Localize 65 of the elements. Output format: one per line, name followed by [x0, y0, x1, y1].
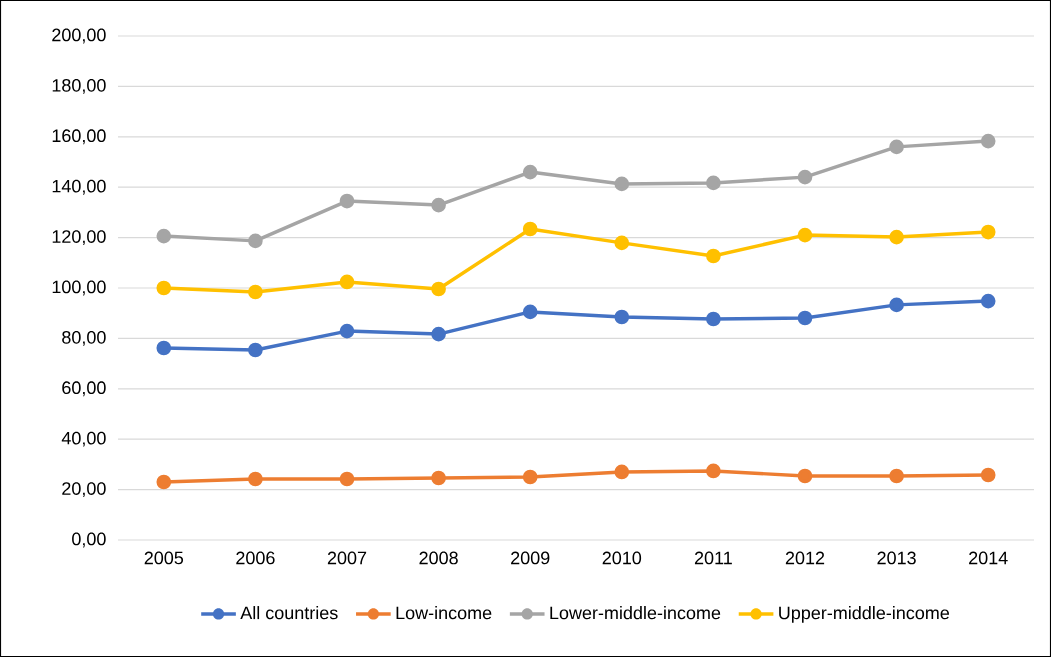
point	[522, 304, 538, 320]
x-tick-label: 2012	[785, 551, 825, 565]
y-tick-label: 0,00	[72, 532, 106, 548]
point	[431, 281, 446, 297]
point	[889, 229, 904, 245]
legend-label: Low-income	[396, 606, 492, 620]
point	[614, 464, 630, 480]
point	[706, 311, 721, 327]
point	[980, 133, 996, 149]
y-tick-label: 140,00	[52, 179, 106, 195]
y-tick-label: 80,00	[62, 330, 106, 346]
point	[156, 340, 172, 356]
point	[248, 342, 263, 358]
point	[431, 326, 446, 342]
y-tick-label: 40,00	[61, 431, 106, 447]
x-tick-label: 2011	[694, 551, 732, 565]
x-tick-label: 2008	[419, 551, 458, 565]
y-tick-label: 20,00	[62, 482, 106, 498]
point	[339, 193, 355, 209]
y-tick-label: 160,00	[52, 129, 106, 145]
point	[522, 221, 538, 237]
point	[248, 233, 263, 249]
point	[339, 323, 355, 339]
point	[614, 235, 630, 251]
point	[797, 227, 813, 243]
point	[522, 469, 538, 485]
legend-label: All countries	[240, 606, 338, 620]
x-tick-label: 2010	[602, 551, 642, 565]
y-tick-label: 180,00	[52, 78, 106, 94]
x-tick-label: 2013	[877, 551, 916, 565]
point	[980, 224, 996, 240]
point	[431, 197, 446, 213]
x-tick-label: 2005	[144, 551, 184, 565]
point	[614, 309, 630, 325]
point	[522, 164, 538, 180]
point	[889, 468, 904, 484]
x-tick-label: 2014	[969, 551, 1008, 565]
point	[431, 470, 446, 486]
y-tick-label: 60,00	[62, 381, 106, 397]
point	[889, 139, 904, 155]
point	[889, 297, 904, 313]
point	[156, 474, 172, 490]
point	[706, 463, 721, 479]
x-tick-label: 2007	[327, 551, 367, 565]
point	[980, 293, 996, 309]
y-tick-label: 100,00	[52, 280, 106, 296]
point	[339, 471, 355, 487]
y-tick-label: 120,00	[52, 230, 106, 246]
point	[156, 280, 172, 296]
point	[980, 467, 996, 483]
point	[248, 471, 263, 487]
point	[339, 274, 355, 290]
point	[156, 228, 172, 244]
x-tick-label: 2006	[236, 551, 275, 565]
point	[614, 176, 630, 192]
point	[248, 284, 263, 300]
legend-label: Lower-middle-income	[550, 606, 721, 620]
point	[797, 468, 813, 484]
y-tick-label: 200,00	[52, 28, 106, 44]
x-tick-label: 2009	[511, 551, 550, 565]
point	[797, 169, 813, 185]
point	[706, 248, 721, 264]
point	[706, 175, 721, 191]
legend-label: Upper-middle-income	[779, 606, 950, 623]
point	[797, 310, 813, 326]
